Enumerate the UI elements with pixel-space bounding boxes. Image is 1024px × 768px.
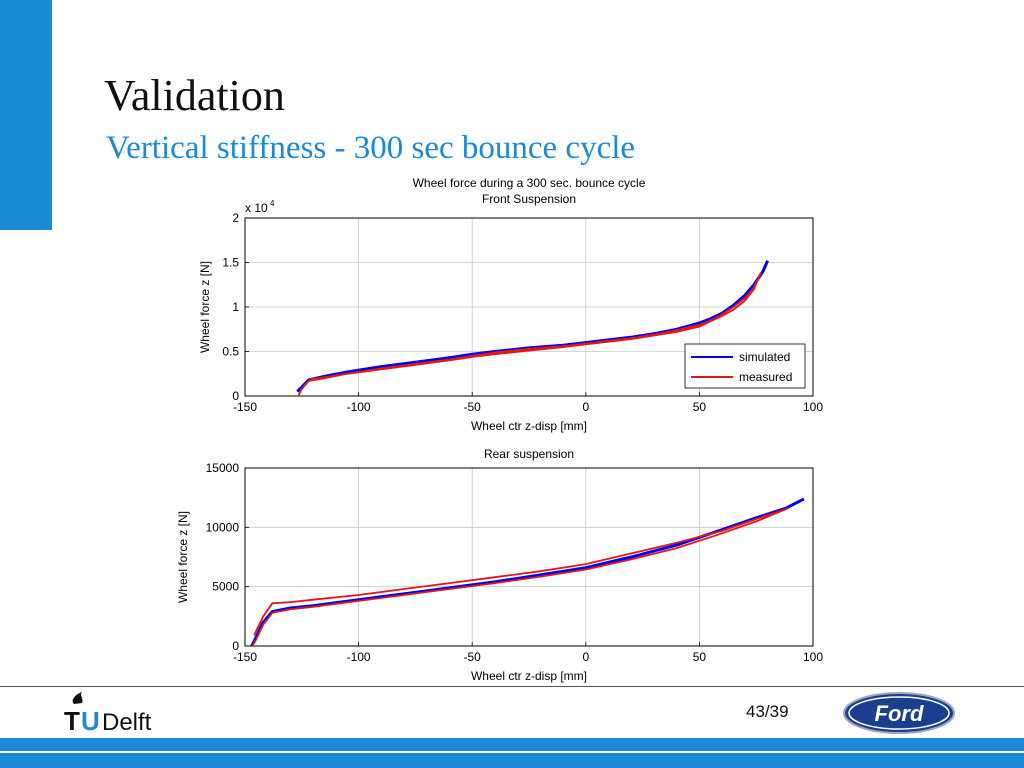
y-tick-label: 0.5 [222,345,239,359]
x-tick-label: 0 [582,650,589,664]
legend-label-measured: measured [739,370,792,384]
tu-letter-u: U [81,706,100,736]
tu-letter-t: T [64,706,80,736]
y-tick-label: 0 [232,389,239,403]
tu-delft-logo: T U Delft [64,692,152,736]
tu-delft-text: Delft [102,709,152,736]
x-tick-label: 50 [693,650,707,664]
footer-divider [0,686,1024,687]
y-axis-label: Wheel force z [N] [198,261,212,353]
ford-logo: Ford [843,692,955,734]
y-tick-label: 1.5 [222,256,239,270]
x-tick-label: -50 [464,650,482,664]
x-tick-label: -100 [347,650,371,664]
series-line-measured [251,507,789,646]
x-tick-label: 50 [693,400,707,414]
chart-title: Wheel force during a 300 sec. bounce cyc… [413,176,646,190]
x-tick-label: 0 [582,400,589,414]
figure: Wheel force during a 300 sec. bounce cyc… [176,176,823,683]
chart-title: Rear suspension [484,447,574,461]
x-axis-label: Wheel ctr z-disp [mm] [471,419,587,433]
y-tick-label: 1 [232,300,239,314]
y-tick-label: 15000 [206,461,240,475]
accent-block [0,0,52,230]
y-scale-label: x 10 [245,201,268,215]
slide-subtitle: Vertical stiffness - 300 sec bounce cycl… [106,130,636,166]
x-tick-label: -150 [233,400,257,414]
y-tick-label: 2 [232,211,239,225]
series-line-measured [297,272,762,396]
plot-frame [244,467,814,647]
y-axis-label: Wheel force z [N] [176,511,190,603]
x-tick-label: -100 [347,400,371,414]
x-tick-label: 100 [803,400,823,414]
page-number: 43/39 [746,702,789,721]
y-tick-label: 10000 [206,520,240,534]
legend-label-simulated: simulated [739,350,790,364]
footer-stripe [0,751,1024,753]
y-scale-exponent: 4 [270,199,275,208]
footer-band [0,738,1024,768]
y-tick-label: 5000 [212,580,239,594]
x-tick-label: -150 [233,650,257,664]
flame-icon [72,692,83,704]
chart-front-suspension: Wheel force during a 300 sec. bounce cyc… [198,176,823,433]
x-tick-label: -50 [464,400,482,414]
slide-title: Validation [104,71,285,120]
chart-subtitle: Front Suspension [482,192,576,206]
x-tick-label: 100 [803,650,823,664]
x-axis-label: Wheel ctr z-disp [mm] [471,669,587,683]
y-tick-label: 0 [232,639,239,653]
ford-logo-text: Ford [875,701,924,726]
chart-rear-suspension: Rear suspension -150 -100 -50 0 50 100 0 5000 100… [176,447,823,683]
legend-box [684,343,806,389]
